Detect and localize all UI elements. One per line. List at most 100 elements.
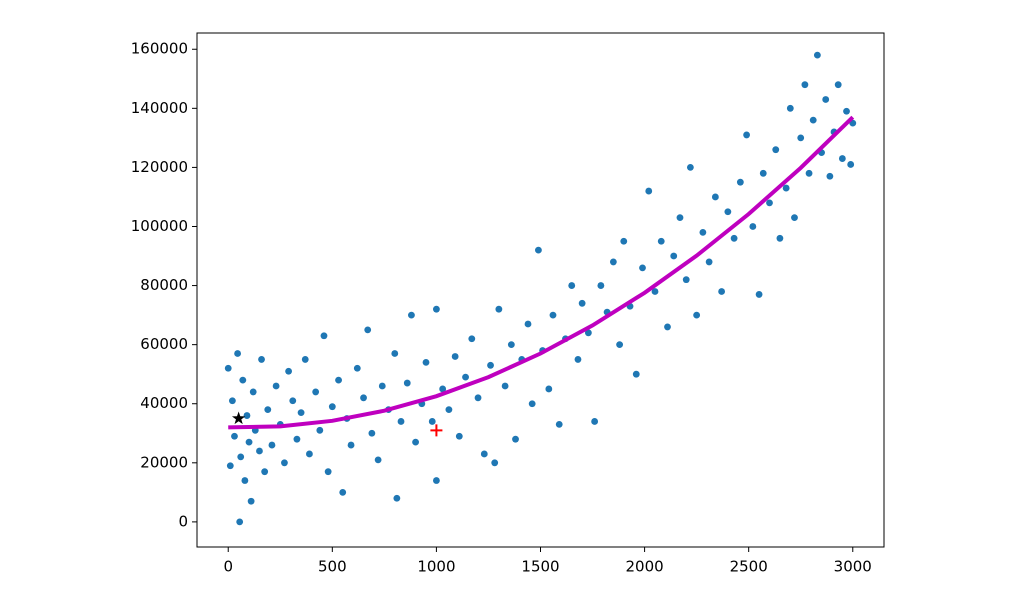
data-point xyxy=(724,208,732,216)
x-tick-label: 500 xyxy=(318,558,347,576)
data-point xyxy=(264,406,272,414)
data-point xyxy=(711,193,719,201)
data-point xyxy=(826,172,834,180)
data-point xyxy=(422,358,430,366)
data-point xyxy=(237,453,245,461)
data-point xyxy=(772,146,780,154)
data-point xyxy=(241,477,249,484)
data-point xyxy=(378,382,386,390)
data-point xyxy=(491,459,499,467)
data-point xyxy=(535,246,542,254)
data-point xyxy=(226,462,234,470)
data-point xyxy=(670,252,678,260)
data-point xyxy=(686,164,694,171)
data-point xyxy=(462,373,469,381)
data-point xyxy=(682,276,690,284)
data-point xyxy=(718,288,726,295)
data-point xyxy=(597,282,605,289)
data-point xyxy=(512,435,519,443)
data-point xyxy=(782,184,790,192)
data-point xyxy=(455,432,463,440)
data-point xyxy=(584,329,592,337)
x-tick-label: 0 xyxy=(223,558,233,576)
data-point xyxy=(301,356,309,363)
data-point xyxy=(306,450,313,458)
data-point xyxy=(487,361,494,369)
data-point xyxy=(293,435,301,443)
x-tick-label: 2500 xyxy=(730,558,768,576)
data-point xyxy=(766,199,773,207)
y-tick-label: 60000 xyxy=(140,335,188,353)
y-tick-label: 0 xyxy=(178,512,188,530)
data-point xyxy=(324,468,332,476)
y-tick-label: 120000 xyxy=(131,158,188,176)
data-point xyxy=(364,326,372,334)
x-tick-label: 3000 xyxy=(834,558,872,576)
data-point xyxy=(289,397,297,405)
data-point xyxy=(261,468,269,476)
data-point xyxy=(507,341,515,349)
data-point xyxy=(439,385,447,393)
data-point xyxy=(555,421,563,428)
data-point xyxy=(609,258,617,266)
data-point xyxy=(397,418,405,425)
data-point xyxy=(838,155,846,162)
y-tick-label: 40000 xyxy=(140,394,188,412)
data-point xyxy=(428,418,436,425)
x-tick-label: 2000 xyxy=(625,558,663,576)
data-point xyxy=(620,237,628,245)
data-point xyxy=(693,311,701,319)
data-point xyxy=(445,406,453,414)
data-point xyxy=(480,450,488,458)
data-point xyxy=(433,305,440,313)
data-point xyxy=(736,178,744,186)
data-point xyxy=(495,305,503,313)
data-point xyxy=(776,234,784,242)
y-tick-label: 100000 xyxy=(131,217,188,235)
data-point xyxy=(281,459,288,467)
data-point xyxy=(524,320,532,328)
y-tick-label: 160000 xyxy=(131,40,188,58)
data-point xyxy=(368,429,376,437)
data-point xyxy=(616,341,624,349)
data-point xyxy=(236,518,244,526)
data-point xyxy=(393,494,401,502)
data-point xyxy=(786,104,794,112)
data-point xyxy=(578,299,586,307)
data-point xyxy=(403,379,411,387)
data-point xyxy=(412,438,419,446)
data-point xyxy=(451,353,459,360)
data-point xyxy=(268,441,276,449)
data-point xyxy=(433,477,440,484)
data-point xyxy=(347,441,355,449)
data-point xyxy=(328,403,336,411)
data-point xyxy=(549,311,557,319)
fit-curve xyxy=(228,115,855,430)
data-point xyxy=(801,81,809,89)
data-point xyxy=(353,364,361,372)
data-point xyxy=(805,169,813,177)
data-point xyxy=(360,394,367,402)
x-tick-label: 1500 xyxy=(521,558,559,576)
data-point xyxy=(749,223,757,230)
data-point xyxy=(743,131,750,139)
data-point xyxy=(639,264,646,272)
data-point xyxy=(568,282,576,289)
data-point xyxy=(797,134,805,142)
data-point xyxy=(249,388,257,396)
data-point xyxy=(591,418,599,425)
y-tick-label: 20000 xyxy=(140,453,188,471)
data-point xyxy=(285,367,292,375)
data-point xyxy=(228,397,236,405)
data-point xyxy=(234,350,241,357)
data-point xyxy=(759,169,767,177)
data-point xyxy=(676,214,684,222)
data-point xyxy=(247,497,255,505)
plus-marker xyxy=(430,424,443,437)
data-point xyxy=(316,426,324,434)
data-point xyxy=(239,376,247,384)
data-point xyxy=(312,388,320,396)
y-tick-label: 140000 xyxy=(131,99,188,117)
data-point xyxy=(258,356,265,363)
